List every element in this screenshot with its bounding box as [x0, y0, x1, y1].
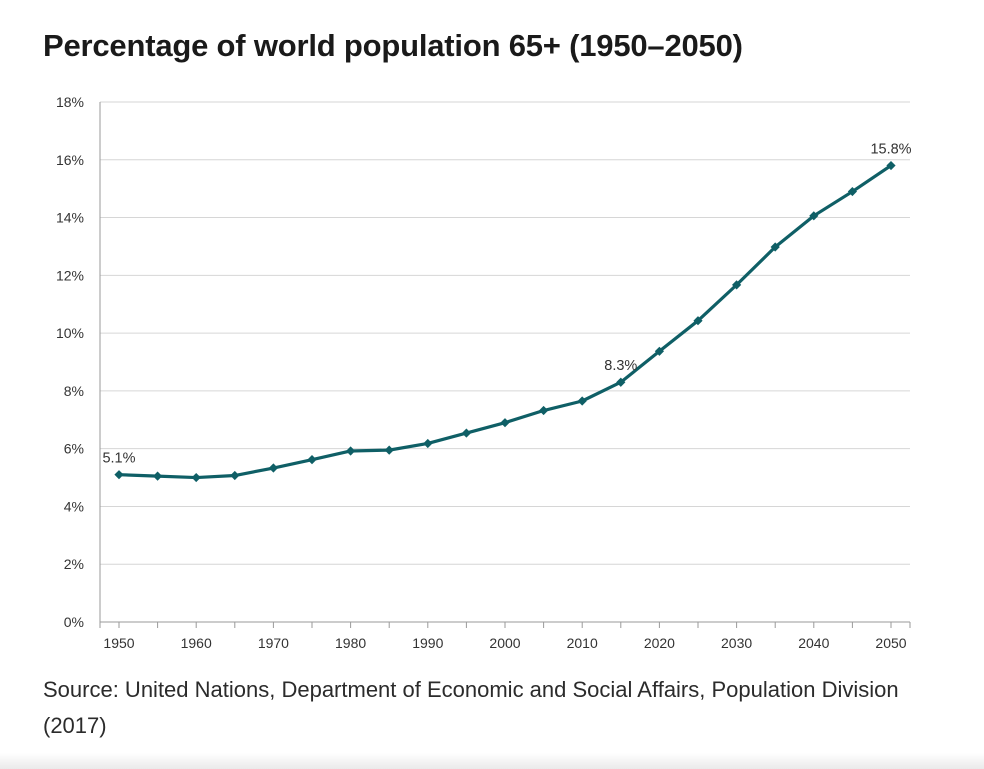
x-tick-label: 2010 [567, 635, 598, 651]
chart-title: Percentage of world population 65+ (1950… [43, 28, 743, 63]
data-label-1950: 5.1% [102, 451, 135, 467]
y-tick-label: 14% [56, 210, 84, 226]
data-point-1990 [423, 438, 433, 449]
x-tick-label: 2020 [644, 635, 675, 651]
x-tick-label: 1980 [335, 635, 366, 651]
bottom-fade [0, 753, 984, 769]
data-point-1985 [384, 445, 394, 455]
x-tick-label: 1960 [181, 635, 212, 651]
y-tick-label: 0% [64, 614, 84, 630]
data-point-1980 [346, 446, 356, 456]
y-tick-label: 8% [64, 383, 84, 399]
data-point-2040 [809, 211, 819, 221]
source-note: Source: United Nations, Department of Ec… [43, 677, 899, 738]
y-tick-label: 18% [56, 94, 84, 110]
data-point-2020 [654, 346, 664, 356]
axes [99, 102, 911, 628]
y-tick-label: 4% [64, 498, 84, 514]
gridlines [100, 101, 910, 565]
x-tick-label: 1950 [103, 635, 134, 651]
data-labels: 5.1% 8.3% 15.8% [102, 142, 911, 467]
data-point-1965 [230, 470, 240, 481]
data-point-2010 [577, 396, 587, 406]
y-tick-labels: 0% 2% 4% 6% 8% 10% 12% 14% 16% 18% [56, 94, 84, 630]
data-point-2035 [770, 242, 780, 252]
data-point-2015 [616, 377, 626, 387]
x-tick-label: 2000 [489, 635, 520, 651]
data-point-1955 [153, 471, 163, 481]
x-tick-labels: 1950 1960 1970 1980 1990 2000 2010 2020 2030 2040… [103, 635, 906, 651]
x-tick-label: 2030 [721, 635, 752, 651]
data-label-2050: 15.8% [870, 142, 911, 158]
data-point-1975 [307, 455, 317, 465]
data-point-2005 [539, 405, 549, 416]
y-tick-label: 12% [56, 267, 84, 283]
y-tick-label: 16% [56, 152, 84, 168]
data-point-2045 [847, 186, 857, 197]
x-tick-label: 1990 [412, 635, 443, 651]
series-group [114, 160, 896, 483]
x-tick-label: 1970 [258, 635, 289, 651]
y-tick-label: 6% [64, 441, 84, 457]
x-tick-label: 2050 [875, 635, 906, 651]
data-point-1960 [191, 472, 201, 483]
data-point-2050 [886, 160, 896, 171]
line-chart: 0%2%4%6%8%10%12%14%16%18% 1950 1960 1970 19… [56, 94, 912, 651]
data-point-2000 [500, 418, 510, 428]
data-point-2025 [693, 316, 703, 326]
data-point-1995 [461, 428, 471, 438]
data-point-1970 [268, 463, 278, 473]
series-line [117, 163, 893, 480]
data-point-2030 [732, 280, 742, 290]
y-tick-label: 2% [64, 556, 84, 572]
data-point-1950 [114, 470, 124, 480]
data-label-2015: 8.3% [604, 358, 637, 374]
y-tick-label: 10% [56, 325, 84, 341]
x-tick-label: 2040 [798, 635, 829, 651]
